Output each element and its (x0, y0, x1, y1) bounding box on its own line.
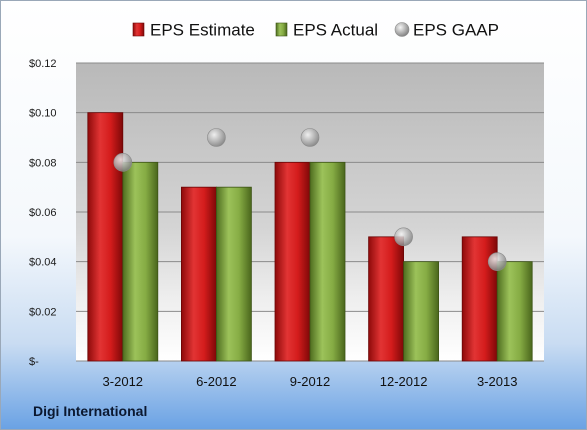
company-name: Digi International (33, 403, 148, 419)
x-tick-label: 3-2013 (477, 374, 517, 389)
gaap-markers (113, 128, 507, 271)
legend-label: EPS Actual (293, 21, 378, 40)
marker-eps-gaap (394, 227, 413, 247)
y-axis-labels: $0.12 $0.10 $0.08 $0.06 $0.04 $0.02 $- (29, 58, 57, 368)
y-tick-label: $0.08 (29, 157, 57, 169)
legend-label: EPS Estimate (150, 21, 255, 40)
y-tick-label: $0.10 (29, 108, 57, 120)
marker-eps-gaap (487, 252, 507, 271)
bar-eps-actual (309, 161, 346, 362)
bar-eps-actual (496, 261, 533, 362)
legend-label: EPS GAAP (413, 21, 499, 40)
y-tick-label: $0.06 (29, 207, 57, 219)
legend-swatch (275, 22, 288, 37)
y-tick-label: $0.04 (29, 257, 57, 269)
legend-swatch (132, 22, 145, 37)
x-tick-label: 3-2012 (103, 374, 143, 389)
x-tick-label: 9-2012 (290, 374, 330, 389)
bar-eps-estimate (368, 236, 405, 362)
y-tick-label: $- (29, 356, 39, 368)
y-tick-label: $0.02 (29, 306, 57, 318)
marker-eps-gaap (300, 128, 320, 147)
bar-eps-estimate (87, 112, 124, 362)
marker-eps-gaap (113, 153, 133, 172)
y-tick-label: $0.12 (29, 58, 57, 70)
bar-eps-actual (215, 186, 252, 362)
legend-swatch (394, 22, 410, 37)
bar-eps-actual (403, 261, 440, 362)
x-tick-label: 6-2012 (196, 374, 236, 389)
bar-eps-estimate (180, 186, 217, 362)
legend: EPS Estimate EPS Actual EPS GAAP (132, 21, 499, 40)
x-axis-labels: 3-2012 6-2012 9-2012 12-2012 3-2013 (103, 374, 518, 389)
bar-eps-estimate (274, 161, 311, 362)
x-tick-label: 12-2012 (380, 374, 428, 389)
bar-eps-actual (122, 161, 159, 362)
marker-eps-gaap (207, 128, 226, 147)
